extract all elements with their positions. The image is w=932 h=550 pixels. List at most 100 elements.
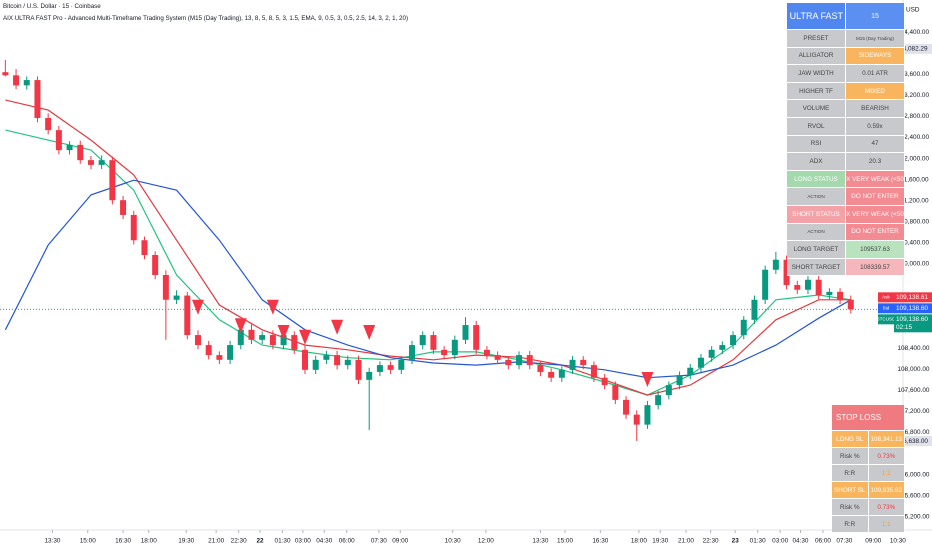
candle-body	[708, 349, 715, 358]
table-row: HIGHER TF MIXED	[787, 82, 905, 101]
candle-body	[762, 269, 769, 300]
dashboard-value: BEARISH	[846, 100, 905, 117]
table-row: JAW WIDTH 0.01 ATR	[787, 65, 905, 83]
dashboard-value: DO NOT ENTER	[846, 223, 905, 241]
price-label-box	[894, 292, 932, 303]
dashboard-label: RVOL	[787, 117, 846, 135]
y-tick-label: 108,000.00	[898, 366, 930, 373]
candle-body	[130, 214, 137, 241]
x-tick-label: 01:30	[750, 538, 766, 545]
table-row: LONG SL 108,341.13	[832, 431, 905, 448]
table-row: SHORT SL 109,935.82	[832, 482, 905, 499]
sell-signal	[641, 371, 654, 387]
candle-body	[751, 299, 758, 320]
candle-body	[387, 365, 394, 370]
candle-body	[184, 295, 191, 336]
y-tick-label: 110,800.00	[898, 218, 930, 225]
candle-body	[227, 345, 234, 360]
x-tick-label: 12:00	[478, 538, 494, 545]
candle-body	[730, 335, 737, 346]
candle-body	[2, 72, 9, 76]
dashboard-label: ALLIGATOR	[787, 47, 846, 65]
x-tick-label: 10:30	[445, 538, 461, 545]
x-tick-label: 07:30	[836, 538, 852, 545]
y-tick-label: 105,200.00	[898, 514, 930, 521]
dashboard-label: ACTION	[787, 223, 846, 241]
price-label-tag	[878, 303, 894, 314]
candle-body	[558, 369, 565, 378]
dashboard-value: X VERY WEAK (<50	[846, 205, 905, 223]
candle-body	[216, 355, 223, 360]
x-tick-label: 09:00	[392, 538, 408, 545]
price-label-value: 109,138.60	[896, 305, 928, 312]
y-tick-label: 112,000.00	[898, 155, 930, 162]
x-tick-label: 16:30	[115, 538, 131, 545]
x-tick-label: 22:30	[703, 538, 719, 545]
table-row: ACTION DO NOT ENTER	[787, 188, 905, 206]
candle-body	[152, 254, 159, 276]
sell-signal	[234, 318, 247, 334]
candle-body	[344, 359, 351, 366]
dashboard-value: DO NOT ENTER	[846, 188, 905, 205]
candle-body	[259, 335, 266, 340]
candle-body	[655, 395, 662, 406]
price-label-tag	[878, 292, 894, 303]
table-row: SHORT TARGET 108339.57	[787, 258, 905, 277]
candle-body	[783, 259, 790, 286]
candle-body	[87, 160, 94, 165]
price-label-tag	[878, 314, 894, 325]
y-tick-label: 111,200.00	[898, 197, 929, 204]
table-row: LONG TARGET 109537.63	[787, 241, 905, 259]
y-tick-label: 107,200.00	[898, 408, 930, 415]
dashboard-label: LONG TARGET	[787, 241, 846, 258]
price-countdown: 02:15	[896, 324, 912, 331]
x-tick-label: 10:30	[890, 538, 906, 545]
candle-body	[847, 299, 854, 310]
candle-body	[590, 365, 597, 378]
price-label-value: 109,138.60	[896, 316, 928, 323]
table-row: R:R 1:1	[832, 516, 905, 533]
candle-body	[740, 319, 747, 336]
dashboard-label: HIGHER TF	[787, 82, 846, 100]
candle-body	[205, 345, 212, 356]
dashboard-value: 0.01 ATR	[846, 65, 905, 82]
price-label: Bid 109,138.60	[878, 303, 932, 314]
y-tick-label: 106,000.00	[898, 471, 930, 478]
sell-signal	[363, 325, 376, 341]
sell-signal	[277, 325, 290, 341]
dashboard: AIX ULTRA FAST Pro15PRESETM15 (Day Tradi…	[787, 3, 905, 277]
x-tick-label: 04:30	[792, 538, 808, 545]
candle-body	[248, 329, 255, 340]
dashboard-value: 47	[846, 135, 905, 153]
table-row: RSI 47	[787, 135, 905, 154]
x-tick-label: 22	[256, 538, 264, 545]
y-tick-label: 113,600.00	[898, 71, 930, 78]
candle-body	[526, 355, 533, 366]
dashboard-label: LONG STATUS	[787, 170, 846, 188]
x-tick-label: 22:30	[231, 538, 247, 545]
x-tick-label: 15:00	[80, 538, 96, 545]
price-label-box	[894, 303, 932, 314]
price-label-value: 109,138.61	[896, 294, 928, 301]
candle-body	[120, 200, 127, 215]
stop-loss-value: 109,935.82	[868, 482, 905, 498]
candle-body	[109, 160, 116, 201]
y-tick-label: 110,400.00	[898, 240, 930, 247]
sell-signal	[266, 299, 279, 315]
x-tick-label: 04:30	[316, 538, 332, 545]
candle-body	[280, 335, 287, 346]
table-row: Risk % 0.73%	[832, 448, 905, 465]
candle-body	[323, 355, 330, 360]
x-tick-label: 03:00	[295, 538, 311, 545]
x-tick-label: 21:00	[678, 538, 694, 545]
candle-body	[644, 405, 651, 425]
candle-body	[697, 357, 704, 368]
x-tick-label: 21:00	[208, 538, 224, 545]
candle-body	[13, 75, 20, 86]
y-tick-label: 114,400.00	[898, 29, 930, 36]
dashboard-value: X VERY WEAK (<50	[846, 170, 905, 188]
stop-loss-value: 108,341.13	[868, 431, 905, 447]
